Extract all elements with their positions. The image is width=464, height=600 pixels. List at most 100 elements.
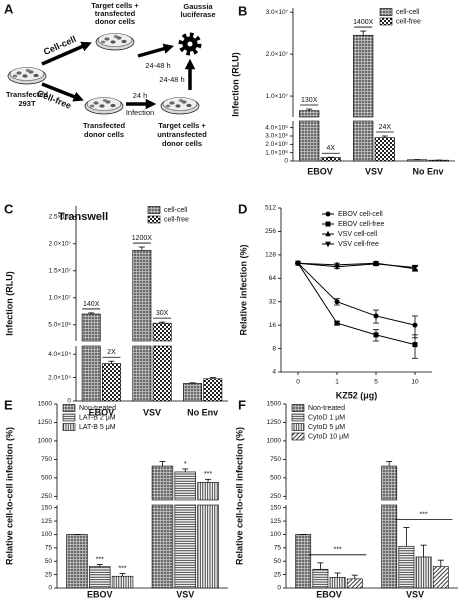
y-tick-label: 0 <box>67 398 71 405</box>
annotation: * <box>184 461 187 468</box>
annotation: 140X <box>83 301 100 308</box>
y-tick-label: 125 <box>270 518 281 525</box>
panel-label: E <box>4 397 13 412</box>
y-tick-label: 0 <box>284 158 288 165</box>
y-tick-label: 100 <box>41 531 52 538</box>
y-tick-label: 8 <box>272 345 276 352</box>
y-tick-label: 150 <box>41 504 52 511</box>
legend-swatch <box>147 215 161 224</box>
x-tick-label: No Env <box>412 166 443 176</box>
annotation: *** <box>118 565 126 572</box>
bar <box>152 322 172 342</box>
legend-label: VSV cell-cell <box>338 231 378 238</box>
bar <box>102 363 121 402</box>
panel-label: B <box>238 3 247 18</box>
y-tick-label: 500 <box>41 475 52 482</box>
annotation: 1400X <box>353 19 374 26</box>
bar <box>174 504 196 589</box>
y-tick-label: 2.0×10⁷ <box>49 241 72 248</box>
bar <box>374 137 395 162</box>
y-tick-label: 2.0×10⁷ <box>266 51 289 58</box>
x-tick-label: 5 <box>374 379 378 386</box>
y-tick-label: 0 <box>48 585 52 592</box>
legend-label: cell-cell <box>164 207 188 214</box>
arrow <box>41 41 92 66</box>
panel-label: C <box>4 201 14 216</box>
bar <box>66 534 88 589</box>
x-tick-label: EBOV <box>316 589 342 599</box>
legend-swatch <box>379 17 393 26</box>
legend-label: LAT-B 5 μM <box>79 424 116 431</box>
y-tick-label: 64 <box>269 275 277 282</box>
chart-title: Transwell <box>58 211 108 223</box>
bar <box>111 575 134 589</box>
marker <box>412 322 418 328</box>
bar <box>81 345 101 402</box>
arrow <box>137 43 175 58</box>
annotation: 30X <box>156 310 169 317</box>
y-tick-label: 32 <box>269 298 277 305</box>
group-annotation: *** <box>420 511 428 518</box>
marker <box>295 260 301 267</box>
y-tick-label: 3.0×10⁶ <box>265 133 288 140</box>
bar <box>132 345 152 402</box>
bar <box>151 504 174 589</box>
group-annotation: *** <box>334 547 342 554</box>
marker <box>334 299 340 305</box>
y-tick-label: 75 <box>274 545 282 552</box>
annotation: 1200X <box>132 235 153 242</box>
y-tick-label: 1000 <box>38 438 53 445</box>
bar <box>381 465 398 501</box>
bar <box>203 378 223 402</box>
annotation: 2X <box>107 349 116 356</box>
legend-marker <box>325 211 331 217</box>
y-tick-label: 1000 <box>267 438 282 445</box>
gear-hole <box>187 41 193 47</box>
y-tick-label: 5.0×10⁶ <box>48 322 71 329</box>
bar <box>81 313 101 342</box>
series-line <box>297 262 416 269</box>
annotation: 130X <box>301 97 318 104</box>
bar <box>183 383 202 402</box>
y-tick-label: 250 <box>270 493 281 500</box>
y-tick-label: 0 <box>277 585 281 592</box>
y-tick-label: 150 <box>270 504 281 511</box>
x-tick-label: 10 <box>411 379 419 386</box>
node-label: luciferase <box>180 10 215 19</box>
annotation: *** <box>96 556 104 563</box>
y-tick-label: 1.0×10⁶ <box>265 149 288 156</box>
bar <box>346 578 363 589</box>
x-tick-label: EBOV <box>87 589 113 599</box>
legend-swatch <box>291 404 305 412</box>
x-tick-label: EBOV <box>307 166 333 176</box>
bar <box>197 481 219 501</box>
bar <box>295 534 312 589</box>
bar <box>312 568 329 589</box>
arrow-label: Infection <box>126 108 154 117</box>
bar <box>329 576 346 589</box>
legend-swatch <box>291 413 305 422</box>
legend-swatch <box>147 206 161 214</box>
y-axis-title: Relative cell-to-cell infection (%) <box>4 427 14 565</box>
marker <box>412 342 418 348</box>
panel-label: D <box>238 201 247 216</box>
y-tick-label: 750 <box>41 456 52 463</box>
y-tick-label: 4.0×10⁶ <box>265 124 288 131</box>
y-tick-label: 125 <box>41 518 52 525</box>
panel-a: A Target cells + transfected donor cells… <box>4 1 216 148</box>
marker <box>412 265 418 271</box>
marker <box>373 261 379 268</box>
bar <box>353 120 374 162</box>
y-tick-label: 2.0×10⁴ <box>48 374 71 381</box>
bar <box>197 504 219 589</box>
legend-label: EBOV cell-free <box>338 221 384 228</box>
annotation: 4X <box>327 145 336 152</box>
legend-label: CytoD 1 μM <box>308 414 345 421</box>
arrow-label: Cell-free <box>36 88 73 111</box>
series-line <box>297 262 416 346</box>
x-tick-label: EBOV <box>89 407 115 417</box>
x-tick-label: 0 <box>296 379 300 386</box>
node-label: Transfected <box>83 121 126 130</box>
legend-marker <box>325 241 331 248</box>
arrow <box>41 82 84 102</box>
